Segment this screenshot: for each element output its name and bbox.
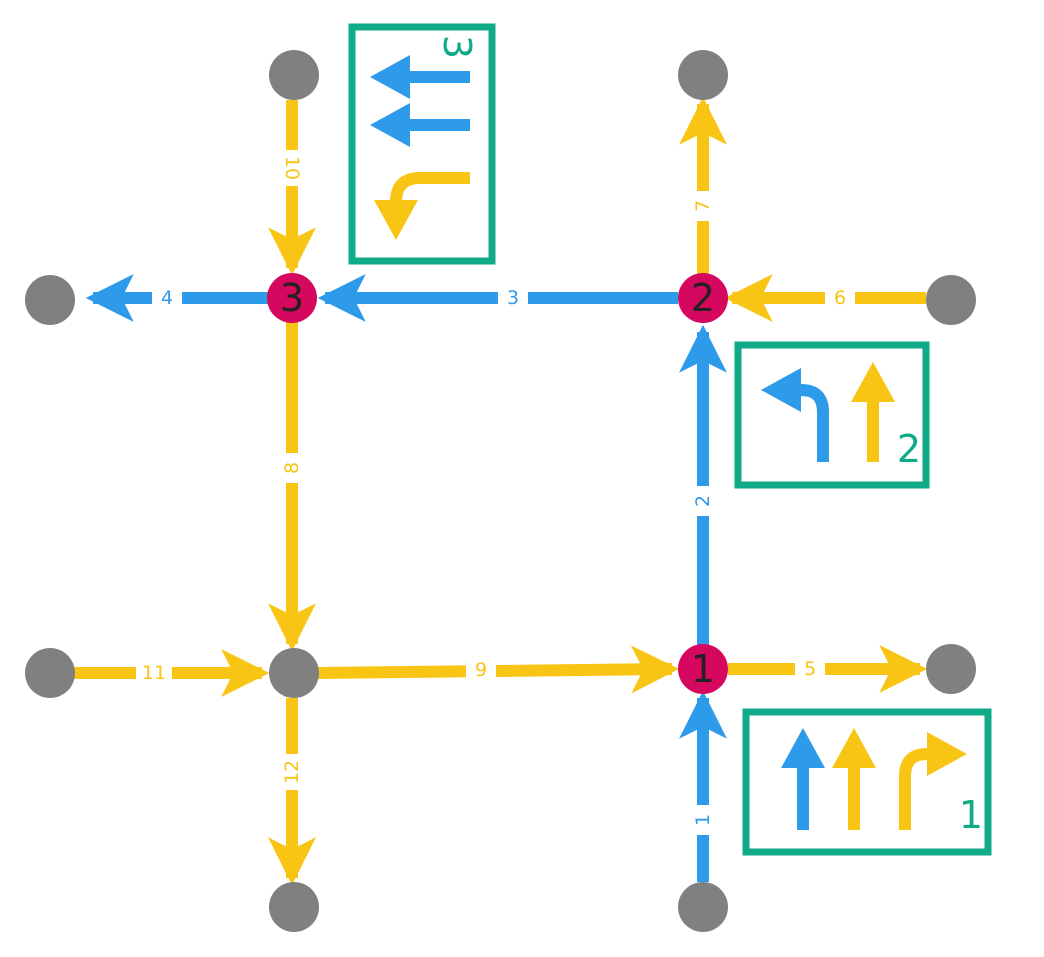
intersection-node-2-label: 2: [691, 276, 715, 320]
lane-box-2-label: 2: [897, 427, 921, 471]
edge-1-label: 1: [692, 814, 714, 826]
edge-12-label: 12: [281, 760, 303, 784]
nodes: 1 2 3: [25, 50, 976, 932]
edge-8[interactable]: 8: [268, 322, 316, 652]
edge-2[interactable]: 2: [679, 324, 727, 645]
lane-arrow-straight-up-icon: [781, 728, 825, 830]
junction-node-lower-left[interactable]: [269, 648, 319, 698]
edge-6[interactable]: 6: [724, 274, 926, 322]
intersection-node-3[interactable]: 3: [267, 273, 317, 323]
edge-10-label: 10: [281, 156, 303, 180]
edge-3-label: 3: [507, 287, 519, 309]
terminal-node-left-upper[interactable]: [25, 275, 75, 325]
lane-arrow-straight-up-icon: [832, 728, 876, 830]
edge-5-label: 5: [804, 658, 816, 680]
edge-7[interactable]: 7: [679, 96, 727, 274]
lane-arrow-straight-left-icon: [370, 55, 470, 99]
terminal-node-left-lower[interactable]: [25, 648, 75, 698]
edges: 1 2 3 4 5 6: [74, 96, 928, 886]
edge-11-label: 11: [142, 662, 166, 684]
terminal-node-bottom-left[interactable]: [269, 882, 319, 932]
terminal-node-right-upper[interactable]: [926, 275, 976, 325]
edge-6-label: 6: [834, 287, 846, 309]
edge-11[interactable]: 11: [74, 649, 270, 697]
edge-3[interactable]: 3: [317, 274, 678, 322]
intersection-node-3-label: 3: [280, 276, 304, 320]
edge-4[interactable]: 4: [85, 274, 268, 322]
lane-arrow-straight-left-icon: [370, 103, 470, 147]
edge-10[interactable]: 10: [268, 100, 316, 276]
lane-arrow-turn-down-icon: [374, 172, 470, 240]
lane-box-1-label: 1: [959, 793, 983, 837]
intersection-node-1[interactable]: 1: [678, 644, 728, 694]
lane-arrow-straight-up-icon: [851, 362, 895, 462]
terminal-node-top-right[interactable]: [678, 50, 728, 100]
edge-9[interactable]: 9: [317, 645, 680, 694]
edge-4-label: 4: [161, 287, 173, 309]
intersection-node-2[interactable]: 2: [678, 273, 728, 323]
terminal-node-right-lower[interactable]: [926, 644, 976, 694]
lane-arrow-left-turn-icon: [761, 368, 829, 462]
edge-9-label: 9: [475, 659, 487, 681]
lane-box-2: 2: [734, 341, 930, 489]
lane-box-3-label: 3: [435, 35, 479, 59]
terminal-node-bottom-right[interactable]: [678, 882, 728, 932]
lane-box-3: 3: [348, 23, 496, 265]
lane-arrow-right-turn-icon: [899, 732, 967, 830]
intersection-node-1-label: 1: [691, 647, 715, 691]
edge-8-label: 8: [281, 462, 303, 474]
terminal-node-top-left[interactable]: [269, 50, 319, 100]
edge-1[interactable]: 1: [679, 690, 727, 882]
edge-12[interactable]: 12: [268, 698, 316, 886]
edge-7-label: 7: [692, 200, 714, 212]
edge-2-label: 2: [692, 495, 714, 507]
edge-5[interactable]: 5: [728, 645, 928, 693]
lane-box-1: 1: [742, 708, 992, 856]
